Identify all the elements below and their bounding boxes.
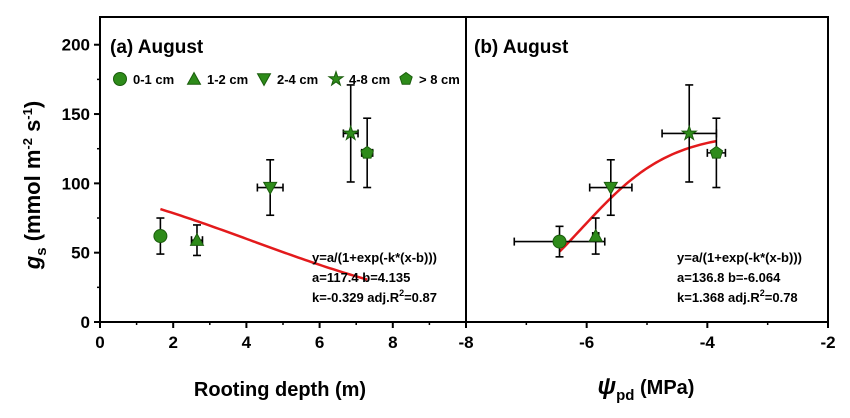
y-axis-title-main: g: [20, 255, 45, 270]
y-tick-label-2: 100: [62, 174, 90, 193]
panel-a: 0 2 4 6 8 0 50 100 150 200 (a) August y=a/(1+exp(-k…: [62, 16, 467, 352]
x-tick-label-b-2: -4: [700, 333, 716, 352]
x-axis-title-a: Rooting depth (m): [194, 379, 366, 401]
data-point-a-1: [189, 232, 205, 246]
legend-label-0: 0-1 cm: [133, 72, 174, 87]
data-point-b-3: [680, 124, 698, 141]
data-point-b-4: [709, 145, 724, 159]
x-axis-title-b-main: ψ: [598, 373, 617, 400]
fit-stats-value-b: =0.78: [765, 290, 798, 305]
legend-label-2: 2-4 cm: [277, 72, 318, 87]
y-axis-title: gs (mmol m-2 s-1): [20, 101, 50, 270]
y-axis-title-unit-mid: s: [20, 120, 45, 138]
data-point-b-2: [603, 181, 619, 196]
fit-equation-a: y=a/(1+exp(-k*(x-b))): [312, 250, 437, 265]
legend-marker-3: [327, 69, 345, 87]
x-tick-label-a-1: 2: [168, 333, 177, 352]
y-tick-label-3: 150: [62, 105, 90, 124]
x-axis-title-b-unit: (MPa): [634, 377, 694, 399]
y-axis-title-exp2: -1: [20, 108, 35, 120]
fit-stats-text-b: k=1.368 adj.R: [677, 290, 760, 305]
x-tick-label-a-3: 6: [315, 333, 324, 352]
fit-stats-b: k=1.368 adj.R2=0.78: [677, 288, 798, 305]
legend-marker-4: [399, 71, 413, 85]
fit-curve-a: [160, 207, 368, 281]
fit-equation-b: y=a/(1+exp(-k*(x-b))): [677, 250, 802, 265]
fit-params-b: a=136.8 b=-6.064: [677, 270, 781, 285]
legend-label-1: 1-2 cm: [207, 72, 248, 87]
legend: 0-1 cm 1-2 cm 2-4 cm 4-8 cm > 8 cm: [113, 69, 460, 87]
panel-title-b: (b) August: [474, 37, 569, 58]
x-tick-label-b-1: -6: [579, 333, 594, 352]
y-tick-label-0: 0: [81, 313, 90, 332]
legend-marker-1: [186, 71, 202, 85]
fit-stats-value-a: =0.87: [404, 290, 437, 305]
fit-curve-b: [558, 139, 717, 253]
fit-stats-sup-a: 2: [399, 288, 404, 298]
y-axis-title-unit-prefix: (mmol m: [20, 150, 45, 248]
x-tick-label-a-4: 8: [388, 333, 397, 352]
data-point-b-1: [588, 228, 604, 242]
x-tick-label-b-0: -8: [458, 333, 473, 352]
fit-stats-sup-b: 2: [760, 288, 765, 298]
data-point-a-4: [360, 145, 374, 159]
legend-marker-0: [113, 72, 127, 86]
plot-frame-a: [99, 16, 467, 323]
fit-params-a: a=117.4 b=4.135: [312, 270, 410, 285]
data-point-a-0: [153, 229, 168, 244]
data-point-b-0: [552, 234, 567, 249]
y-axis-title-sub: s: [33, 247, 50, 255]
legend-label-3: 4-8 cm: [349, 72, 390, 87]
y-axis-title-unit-suffix: ): [20, 101, 45, 108]
panel-b: -8 -6 -4 -2 (b) August y=a/(1+exp(-k*(x-b))) a…: [458, 16, 836, 352]
panel-title-a: (a) August: [110, 37, 204, 58]
x-tick-label-a-0: 0: [95, 333, 104, 352]
fit-stats-text-a: k=-0.329 adj.R: [312, 290, 400, 305]
data-point-a-3: [342, 124, 360, 141]
legend-label-4: > 8 cm: [419, 72, 460, 87]
y-tick-label-1: 50: [71, 244, 90, 263]
x-axis-title-b-sub: pd: [616, 387, 634, 404]
data-point-a-2: [262, 181, 278, 196]
legend-marker-2: [256, 73, 272, 87]
y-tick-label-4: 200: [62, 36, 90, 55]
x-tick-label-b-3: -2: [820, 333, 835, 352]
fit-stats-a: k=-0.329 adj.R2=0.87: [312, 288, 437, 305]
x-axis-title-b: ψpd (MPa): [598, 373, 695, 404]
x-tick-label-a-2: 4: [242, 333, 252, 352]
y-axis-title-exp1: -2: [20, 138, 35, 150]
